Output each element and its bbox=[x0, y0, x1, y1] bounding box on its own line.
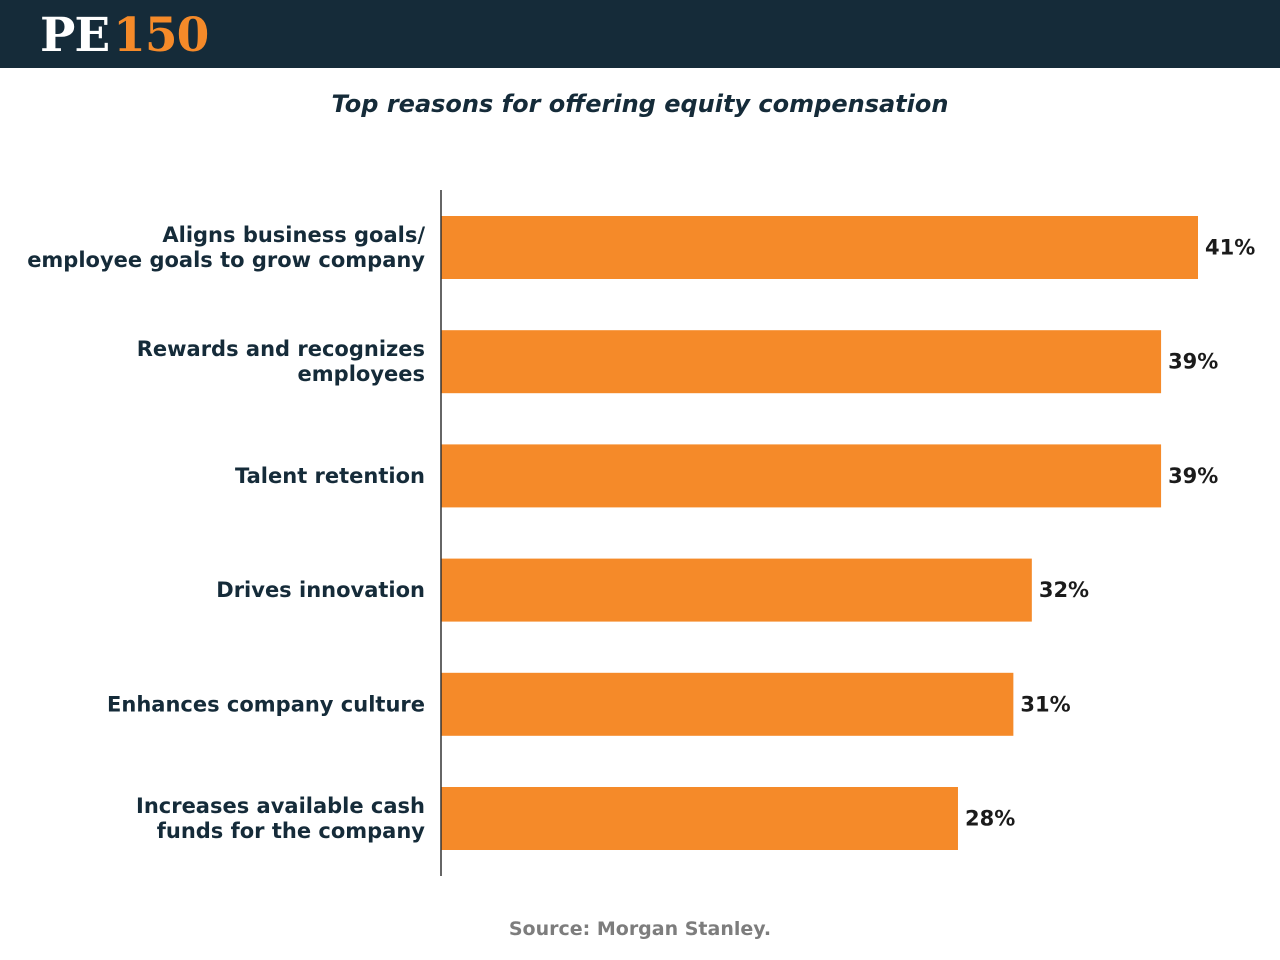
category-label-3: Drives innovation bbox=[216, 578, 425, 602]
chart-title: Top reasons for offering equity compensa… bbox=[331, 90, 949, 118]
bar-4 bbox=[441, 672, 1014, 736]
logo-number-text: 150 bbox=[113, 8, 209, 63]
category-label-line: employee goals to grow company bbox=[27, 248, 425, 272]
value-label-1: 39% bbox=[1168, 350, 1218, 374]
bar-0 bbox=[441, 216, 1198, 279]
category-label-line: Talent retention bbox=[235, 464, 425, 488]
category-label-5: Increases available cash funds for the co… bbox=[136, 794, 425, 843]
value-label-4: 31% bbox=[1020, 692, 1070, 716]
category-label-line: Enhances company culture bbox=[107, 692, 425, 716]
value-label-0: 41% bbox=[1205, 236, 1255, 260]
value-label-2: 39% bbox=[1168, 464, 1218, 488]
bars-layer: 41% Aligns business goals/employee goals … bbox=[27, 216, 1255, 850]
category-label-line: Aligns business goals/ bbox=[162, 223, 425, 247]
value-label-5: 28% bbox=[965, 807, 1015, 831]
category-label-4: Enhances company culture bbox=[107, 692, 425, 716]
value-label-3: 32% bbox=[1039, 578, 1089, 602]
bar-3 bbox=[441, 558, 1032, 622]
category-label-line: employees bbox=[298, 362, 425, 386]
category-label-line: Rewards and recognizes bbox=[137, 337, 425, 361]
category-label-2: Talent retention bbox=[235, 464, 425, 488]
logo-pe-text: PE bbox=[40, 8, 110, 63]
category-label-1: Rewards and recognizes employees bbox=[137, 337, 425, 386]
category-label-0: Aligns business goals/employee goals to … bbox=[27, 223, 425, 272]
category-label-line: Increases available cash bbox=[136, 794, 425, 818]
bar-1 bbox=[441, 330, 1162, 394]
header-bar: PE150 bbox=[0, 0, 1280, 68]
category-label-line: Drives innovation bbox=[216, 578, 425, 602]
category-label-line: funds for the company bbox=[157, 819, 426, 843]
pe150-logo: PE150 bbox=[40, 6, 209, 66]
bar-2 bbox=[441, 444, 1162, 508]
source-note: Source: Morgan Stanley. bbox=[508, 918, 772, 940]
bar-5 bbox=[441, 787, 958, 850]
